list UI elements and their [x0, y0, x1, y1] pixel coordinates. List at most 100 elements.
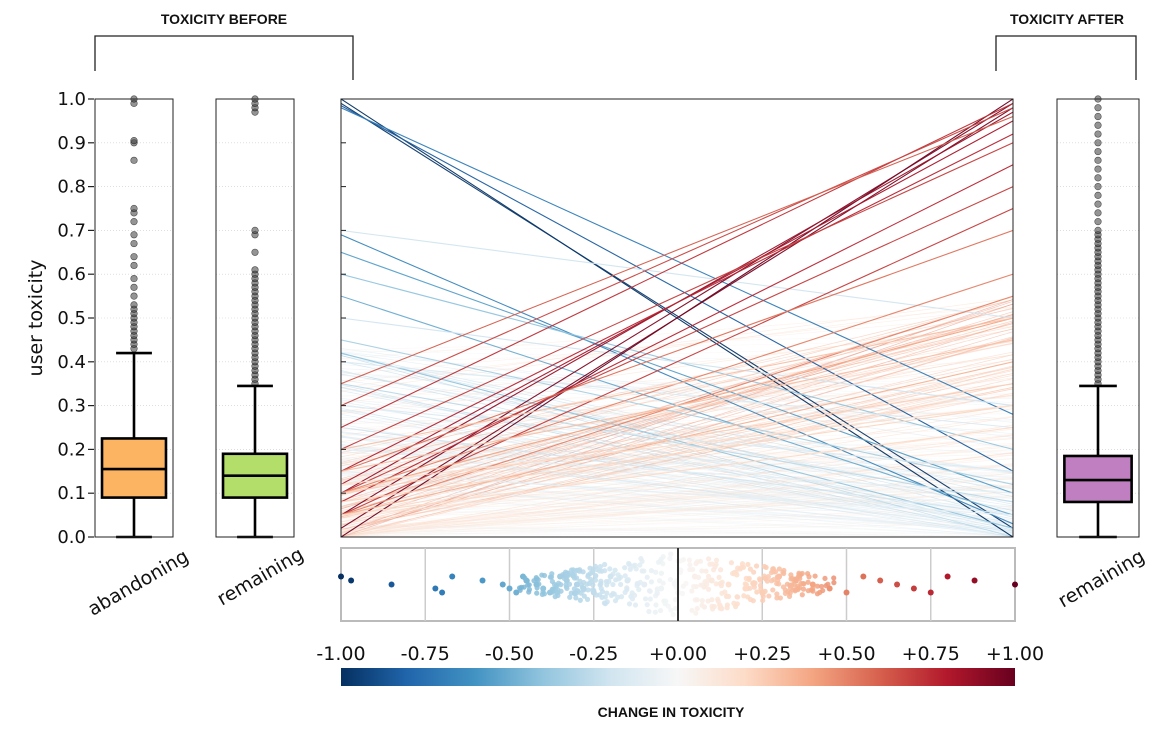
swarm-point-dense — [774, 591, 780, 597]
outlier-point — [1094, 209, 1102, 217]
swarm-point-dense — [552, 594, 558, 600]
slope-line-faint — [341, 486, 1013, 536]
swarm-point-dense — [735, 594, 741, 600]
swarm-point-dense — [694, 597, 700, 603]
slope-line-faint — [341, 382, 1013, 393]
slope-line-faint — [341, 338, 1013, 534]
outlier-point — [1094, 121, 1102, 129]
swarm-point-dense — [747, 596, 754, 603]
swarm-point-dense — [592, 577, 599, 583]
outlier-point — [130, 218, 138, 226]
slope-line-faint — [341, 480, 1013, 485]
swarm-point-dense — [741, 593, 747, 599]
slope-line-faint — [341, 525, 1013, 538]
swarm-point-dense — [787, 582, 793, 588]
slope-line-faint — [341, 383, 1013, 500]
swarm-point-dense — [602, 568, 608, 574]
slope-line-faint — [341, 337, 1013, 535]
swarm-point-dense — [668, 607, 674, 613]
outlier-point — [1094, 200, 1102, 208]
swarm-point-dense — [634, 580, 640, 587]
slope-line-faint — [341, 433, 1013, 461]
slope-line-faint — [341, 465, 1013, 531]
outlier-point — [1094, 191, 1102, 199]
slope-line-faint — [341, 383, 1013, 483]
swarm-point-dense — [678, 558, 684, 564]
swarm-point-dense — [760, 597, 766, 604]
slope-line-faint — [341, 449, 1013, 484]
swarm-point-dense — [805, 579, 811, 585]
slope-line-faint — [341, 511, 1013, 530]
swarm-point-dense — [723, 593, 730, 600]
slope-line-faint — [341, 463, 1013, 538]
swarm-point — [742, 585, 749, 592]
swarm-point-dense — [534, 590, 540, 596]
slope-line-faint — [341, 463, 1013, 502]
box-panel-remaining-before — [215, 95, 295, 539]
slope-line-faint — [341, 517, 1013, 538]
slope-line-faint — [341, 375, 1013, 407]
swarm-point-dense — [668, 551, 674, 557]
swarm-point — [557, 573, 564, 580]
y-tick-label: 0.7 — [57, 220, 86, 241]
slope-line-faint — [341, 434, 1013, 520]
slope-line-faint — [341, 434, 1013, 453]
swarm-point-dense — [799, 570, 805, 577]
outlier-point — [1094, 226, 1102, 234]
swarm-point-dense — [713, 581, 719, 587]
swarm-point-dense — [693, 560, 699, 567]
slope-line-faint — [341, 483, 1013, 532]
slope-line-faint — [341, 496, 1013, 524]
swarm-point-dense — [612, 598, 619, 604]
slope-line-faint — [341, 383, 1013, 519]
swarm-point-dense — [603, 578, 609, 585]
slope-line-faint — [341, 472, 1013, 535]
swarm-point-dense — [766, 593, 772, 599]
swarm-point-dense — [610, 581, 616, 588]
slope-line-faint — [341, 524, 1013, 535]
swarm-point-dense — [774, 595, 780, 601]
slope-line-faint — [341, 341, 1013, 436]
slope-line-faint — [341, 477, 1013, 531]
swarm-point-dense — [622, 589, 628, 595]
swarm-point-dense — [786, 593, 793, 600]
slope-line-faint — [341, 500, 1013, 511]
swarm-point-dense — [699, 602, 705, 608]
swarm-point — [573, 581, 580, 588]
swarm-point-dense — [607, 566, 613, 572]
x-tick-label: +0.75 — [902, 643, 960, 665]
slope-line-faint — [341, 447, 1013, 480]
slope-line-faint — [341, 424, 1013, 537]
swarm-point-dense — [641, 568, 647, 574]
outlier-point — [130, 301, 138, 309]
swarm-point-dense — [814, 583, 821, 589]
swarm-point-dense — [587, 565, 593, 571]
slope-line-faint — [341, 355, 1013, 538]
swarm-point-dense — [568, 590, 574, 596]
swarm-point-dense — [728, 560, 735, 566]
swarm-point-dense — [719, 579, 725, 585]
slope-line-faint — [341, 352, 1013, 449]
panel-frame — [215, 98, 295, 538]
swarm-point-dense — [679, 590, 686, 597]
swarm-point-dense — [564, 571, 570, 577]
slope-line-faint — [341, 486, 1013, 534]
slope-line-faint — [341, 474, 1013, 508]
swarm-point — [1012, 581, 1018, 588]
slope-line-faint — [341, 301, 1013, 392]
swarm-point-dense — [637, 562, 643, 568]
swarm-point-dense — [754, 589, 760, 595]
slope-line — [341, 102, 1013, 529]
swarm-point-dense — [798, 580, 804, 587]
swarm-point-dense — [598, 585, 604, 592]
toxicity-before-header: TOXICITY BEFORE — [161, 11, 287, 27]
slope-line-faint — [341, 340, 1013, 482]
x-tick-label: -0.50 — [485, 643, 534, 665]
slope-line-faint — [341, 443, 1013, 474]
outlier-point — [1094, 183, 1102, 191]
slope-line-faint — [341, 382, 1013, 536]
slope-line-faint — [341, 348, 1013, 438]
slope-line-faint — [341, 351, 1013, 485]
outlier-point — [1094, 104, 1102, 112]
